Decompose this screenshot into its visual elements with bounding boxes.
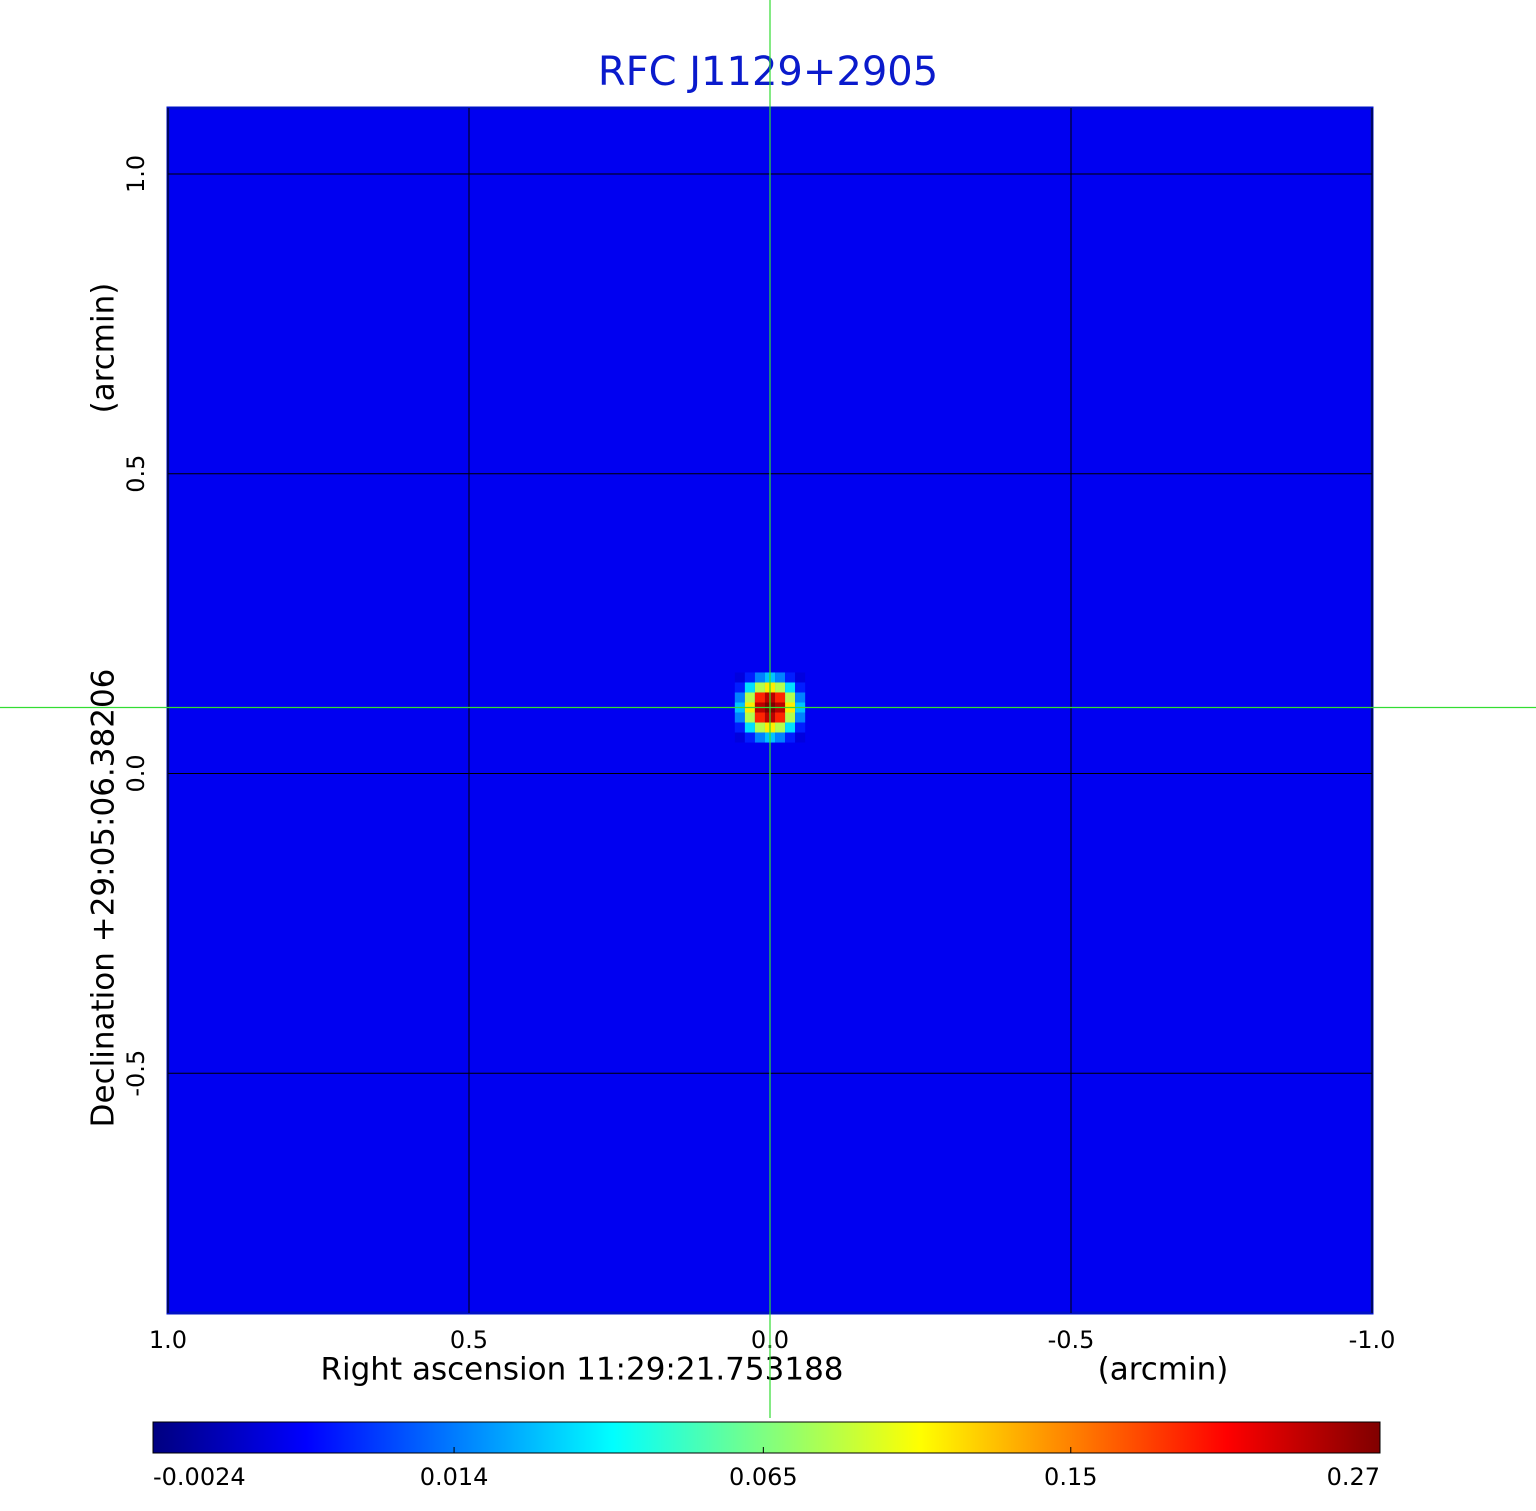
- image-pixel: [785, 732, 796, 743]
- colorbar-tick-label: 0.15: [1044, 1463, 1097, 1491]
- y-axis-label: Declination +29:05:06.38206: [86, 669, 122, 1128]
- image-pixel: [754, 722, 765, 733]
- x-tick-label: 1.0: [149, 1326, 187, 1354]
- image-pixel: [754, 732, 765, 743]
- image-pixel: [775, 692, 786, 703]
- image-pixel: [754, 682, 765, 693]
- image-pixel: [795, 732, 806, 743]
- x-tick-label: -1.0: [1349, 1326, 1396, 1354]
- colorbar-tick-label: 0.27: [1327, 1463, 1380, 1491]
- image-pixel: [785, 712, 796, 723]
- x-tick-label: -0.5: [1048, 1326, 1095, 1354]
- chart-title: RFC J1129+2905: [598, 49, 938, 95]
- x-tick-label: 0.5: [450, 1326, 488, 1354]
- image-pixel: [785, 722, 796, 733]
- image-pixel: [775, 712, 786, 723]
- image-pixel: [775, 682, 786, 693]
- image-pixel: [785, 672, 796, 683]
- image-pixel: [734, 682, 745, 693]
- y-tick-label: 0.0: [122, 754, 150, 792]
- colorbar-tick-label: 0.065: [729, 1463, 798, 1491]
- y-tick-label: 0.5: [122, 455, 150, 493]
- y-tick-label: 1.0: [122, 155, 150, 193]
- image-pixel: [744, 682, 755, 693]
- image-pixel: [795, 712, 806, 723]
- image-pixel: [744, 692, 755, 703]
- image-pixel: [795, 722, 806, 733]
- colorbar: [152, 1421, 1381, 1454]
- image-pixel: [795, 692, 806, 703]
- image-pixel: [795, 682, 806, 693]
- image-pixel: [775, 722, 786, 733]
- image-pixel: [734, 692, 745, 703]
- image-pixel: [734, 672, 745, 683]
- image-pixel: [734, 712, 745, 723]
- image-pixel: [744, 732, 755, 743]
- image-pixel: [734, 722, 745, 733]
- image-pixel: [754, 692, 765, 703]
- y-tick-label: -0.5: [122, 1050, 150, 1097]
- image-pixel: [775, 672, 786, 683]
- colorbar-tick-label: 0.014: [420, 1463, 489, 1491]
- image-pixel: [744, 722, 755, 733]
- image-pixel: [785, 692, 796, 703]
- image-pixel: [795, 672, 806, 683]
- image-pixel: [744, 712, 755, 723]
- y-axis-unit: (arcmin): [86, 283, 122, 414]
- image-pixel: [734, 732, 745, 743]
- image-pixel: [744, 672, 755, 683]
- x-axis-label: Right ascension 11:29:21.753188: [320, 1352, 843, 1388]
- image-pixel: [785, 682, 796, 693]
- x-axis-unit: (arcmin): [1098, 1352, 1229, 1388]
- image-pixel: [775, 732, 786, 743]
- colorbar-tick-label: -0.0024: [153, 1463, 246, 1491]
- image-pixel: [754, 672, 765, 683]
- image-pixel: [754, 712, 765, 723]
